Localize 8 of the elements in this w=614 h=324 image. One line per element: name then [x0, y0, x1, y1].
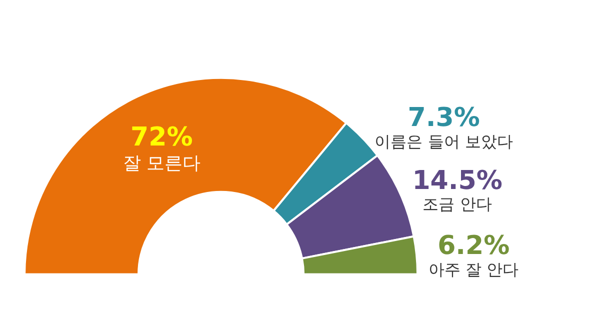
- slice-label: 잘 모른다: [122, 152, 201, 174]
- data-label: 72%: [130, 122, 193, 152]
- data-label: 14.5%: [412, 166, 502, 196]
- slice-label: 이름은 들어 보았다: [374, 132, 513, 151]
- data-label: 7.3%: [408, 102, 480, 133]
- slice-label: 아주 잘 안다: [428, 260, 519, 279]
- data-label: 6.2%: [438, 231, 510, 262]
- slice-label: 조금 안다: [422, 194, 492, 214]
